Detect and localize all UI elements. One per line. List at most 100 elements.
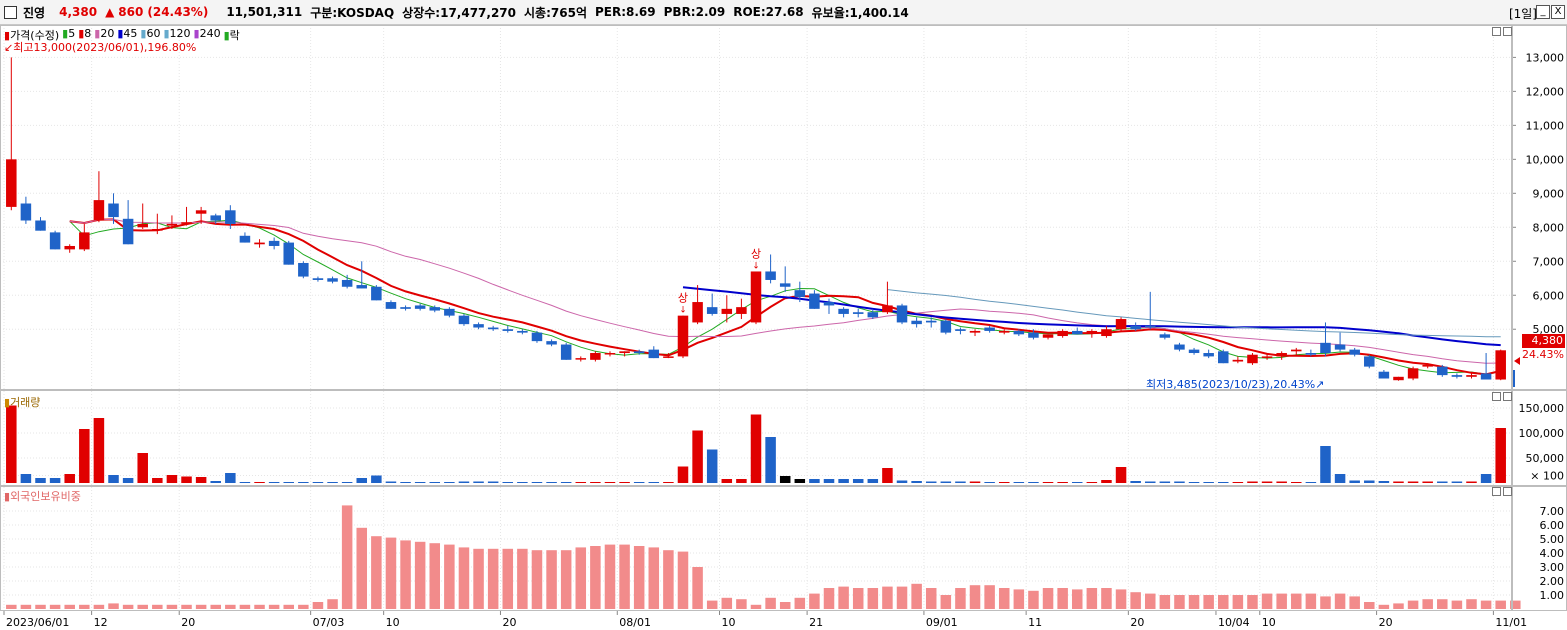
candle-body <box>736 307 747 314</box>
foreign-ratio-bar <box>108 603 119 609</box>
foreign-ratio-bar <box>531 550 543 609</box>
foreign-ratio-bar <box>20 604 32 609</box>
candle-body <box>79 232 90 250</box>
legend-item[interactable]: ▮8 <box>78 27 91 43</box>
candle-body <box>502 329 514 331</box>
legend-item[interactable]: ▮240 <box>194 27 221 43</box>
pane-close-button[interactable] <box>1503 487 1512 496</box>
volume-bar <box>1305 482 1317 483</box>
volume-bar <box>1247 481 1258 483</box>
volume-bar <box>692 430 703 483</box>
foreign-ratio-bar <box>93 604 105 609</box>
candle-body <box>677 315 689 357</box>
volume-bar <box>955 481 966 483</box>
period-selector[interactable]: [1일] <box>1508 7 1537 21</box>
foreign-ratio-bar <box>444 544 455 609</box>
foreign-ratio-bar <box>79 604 90 609</box>
pane-close-button[interactable] <box>1503 392 1512 401</box>
foreign-pane-label: ▮외국인보유비중 <box>4 490 81 503</box>
foreign-ratio-bar <box>1437 599 1448 609</box>
select-checkbox[interactable] <box>4 5 17 19</box>
foreign-ratio-bar <box>283 604 294 609</box>
volume-bar <box>64 474 75 483</box>
pane-close-button[interactable] <box>1503 27 1512 36</box>
limit-up-arrow-icon: ↓ <box>752 261 760 271</box>
market-type: 구분:KOSDAQ <box>310 5 395 20</box>
candle-body <box>35 220 46 231</box>
volume-bar <box>93 418 105 483</box>
legend-item[interactable]: ▮5 <box>62 27 75 43</box>
roe-value: ROE:27.68 <box>733 5 804 19</box>
candle-body <box>1364 356 1375 367</box>
volume-bar <box>79 429 90 483</box>
candle-body <box>779 283 791 287</box>
candle-body <box>1349 349 1360 355</box>
volume-bar <box>663 482 674 483</box>
foreign-ratio-bar <box>1071 589 1083 609</box>
volume-bar <box>531 482 543 483</box>
candle-body <box>1101 329 1112 337</box>
candle-body <box>210 215 221 221</box>
volume-bar <box>1334 474 1346 483</box>
legend-item[interactable]: ▮120 <box>163 27 190 43</box>
candle-body <box>195 210 207 214</box>
pane-restore-button[interactable] <box>1492 487 1501 496</box>
foreign-ratio-bar <box>312 602 324 609</box>
date-label: 10 <box>721 616 735 629</box>
current-price-marker-icon <box>1514 357 1520 365</box>
foreign-ratio-bar <box>35 604 46 609</box>
candle-body <box>20 203 32 221</box>
foreign-ratio-bar <box>1510 600 1521 609</box>
foreign-ratio-bar <box>341 505 353 609</box>
legend-item[interactable]: ▮가격(수정) <box>4 27 59 43</box>
volume-bar <box>195 477 207 483</box>
foreign-axis-label: 7.00 <box>1540 505 1565 518</box>
volume-bar <box>254 482 265 483</box>
legend-item[interactable]: ▮20 <box>94 27 114 43</box>
foreign-ratio-bar <box>721 597 733 609</box>
volume-bar <box>35 478 46 483</box>
pane-frame <box>0 486 1512 611</box>
foreign-ratio-bar <box>1028 590 1039 609</box>
listed-shares: 상장수:17,477,270 <box>402 5 517 20</box>
candle-body <box>1451 375 1463 377</box>
legend-item[interactable]: ▮락 <box>224 27 240 43</box>
foreign-ratio-bar <box>137 604 148 609</box>
candle-body <box>327 278 338 282</box>
date-label: 09/01 <box>926 616 958 629</box>
candle-body <box>371 286 382 301</box>
legend-marker-icon: ▮ <box>62 27 69 40</box>
candle-body <box>925 320 937 323</box>
candle-body <box>940 320 952 333</box>
legend-item[interactable]: ▮60 <box>140 27 160 43</box>
market-cap: 시총:765억 <box>524 5 587 20</box>
pane-restore-button[interactable] <box>1492 27 1501 36</box>
foreign-ratio-bar <box>239 604 251 609</box>
volume-bar <box>896 480 908 483</box>
foreign-ratio-bar <box>1378 604 1390 609</box>
foreign-ratio-bar <box>298 604 309 609</box>
candle-body <box>604 353 616 355</box>
minimize-button[interactable]: _ <box>1536 5 1550 19</box>
pane-restore-button[interactable] <box>1492 392 1501 401</box>
candle-body <box>546 341 557 345</box>
foreign-ratio-bar <box>181 604 192 609</box>
legend-item[interactable]: ▮45 <box>117 27 137 43</box>
current-pct-tag: 24.43% <box>1522 348 1564 361</box>
candle-body <box>254 242 265 245</box>
close-button[interactable]: X <box>1551 5 1565 19</box>
foreign-label-text: 외국인보유비중 <box>10 490 81 503</box>
volume-bar <box>400 482 411 483</box>
stock-chart[interactable]: 상↓상↓ 2023/06/01 12 20 07/03 10 20 08/01 10 21 09/… <box>0 25 1567 630</box>
title-bar: 진영 4,380 ▲ 860 (24.43%) 11,501,311 구분:KO… <box>0 0 1567 25</box>
low-note-text: 최저3,485(2023/10/23),20.43% <box>1146 378 1316 391</box>
volume-bar <box>517 482 528 483</box>
foreign-ratio-bar <box>794 597 806 609</box>
volume-bar <box>1495 428 1506 483</box>
date-label: 20 <box>1130 616 1144 629</box>
foreign-ratio-bar <box>984 585 995 609</box>
candle-body <box>1013 330 1025 335</box>
price-change-pct: (24.43%) <box>147 5 209 19</box>
date-label: 10/04 <box>1218 616 1250 629</box>
candle-body <box>1305 353 1317 355</box>
